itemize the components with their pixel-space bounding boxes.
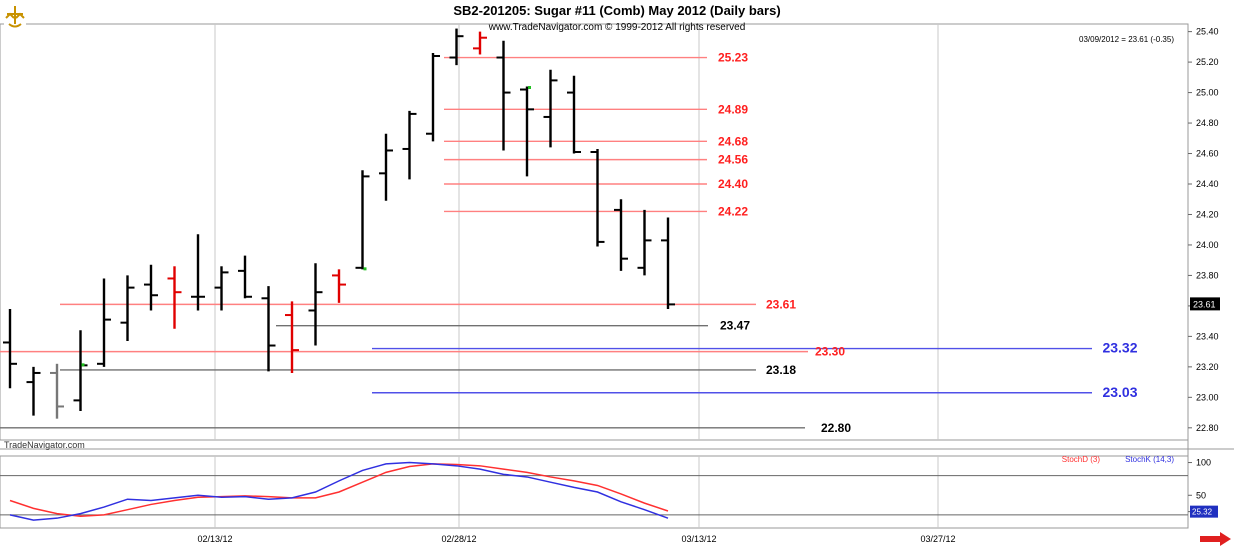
- level-lines: [0, 56, 1092, 429]
- stoch-y-tick-label: 50: [1196, 490, 1206, 500]
- level-label-24-40: 24.40: [718, 177, 748, 191]
- y-tick-label: 25.00: [1196, 88, 1219, 98]
- ohlc-bar: [308, 263, 323, 346]
- y-tick-label: 25.40: [1196, 27, 1219, 37]
- ohlc-bar: [144, 264, 158, 311]
- ohlc-bar: [590, 148, 605, 247]
- level-label-23-47: 23.47: [720, 319, 750, 333]
- level-label-25-23: 25.23: [718, 51, 748, 65]
- level-labels: 25.23 24.89 24.68 24.56 24.40 24.22 23.61 23.47…: [718, 51, 1138, 435]
- signal-marker: [363, 267, 367, 271]
- scroll-right-arrow-icon[interactable]: [1196, 532, 1232, 546]
- x-tick-label: 03/27/12: [920, 534, 955, 544]
- y-tick-label: 24.40: [1196, 179, 1219, 189]
- ohlc-bar: [543, 69, 558, 148]
- tradenavigator-logo-icon[interactable]: [4, 2, 26, 30]
- ohlc-bar: [355, 170, 370, 270]
- ohlc-bar: [50, 363, 64, 419]
- y-tick-label: 23.80: [1196, 270, 1219, 280]
- price-bars: [3, 28, 675, 419]
- ohlc-bar: [637, 209, 652, 276]
- ohlc-bar: [285, 301, 299, 373]
- level-label-24-22: 24.22: [718, 204, 748, 218]
- copyright-text: www.TradeNavigator.com © 1999-2012 All r…: [488, 22, 746, 33]
- last-quote-readout: 03/09/2012 = 23.61 (-0.35): [1079, 35, 1174, 44]
- y-tick-label: 24.60: [1196, 149, 1219, 159]
- ohlc-bar: [520, 86, 534, 177]
- level-label-24-68: 24.68: [718, 134, 748, 148]
- level-label-24-56: 24.56: [718, 153, 748, 167]
- y-tick-label: 23.40: [1196, 331, 1219, 341]
- legend-stochk: StochK (14,3): [1125, 455, 1174, 464]
- ohlc-bar: [426, 52, 440, 142]
- y-tick-label: 25.20: [1196, 57, 1219, 67]
- ohlc-bar: [191, 234, 205, 311]
- ohlc-bar: [261, 286, 276, 372]
- ohlc-bar: [26, 366, 41, 416]
- ohlc-bar: [120, 275, 135, 341]
- ohlc-bar: [3, 308, 17, 389]
- level-label-23-32: 23.32: [1102, 340, 1137, 356]
- chart-frame: [0, 23, 1234, 529]
- ohlc-bar: [214, 266, 229, 311]
- chart-title: SB2-201205: Sugar #11 (Comb) May 2012 (D…: [453, 3, 780, 18]
- ohlc-bar: [473, 31, 487, 55]
- signal-marker: [528, 86, 531, 89]
- price-plot-border: [0, 23, 1189, 441]
- level-label-23-61: 23.61: [766, 297, 796, 311]
- stoch-value-box: [1190, 505, 1218, 518]
- ohlc-bar: [614, 199, 628, 271]
- ohlc-bar: [496, 40, 511, 151]
- price-y-axis: 25.40 25.20 25.00 24.80 24.60 24.40 24.20 24.00…: [1188, 27, 1220, 433]
- ohlc-bar: [97, 278, 111, 367]
- level-label-23-18: 23.18: [766, 363, 796, 377]
- level-label-23-03: 23.03: [1102, 384, 1137, 400]
- x-tick-label: 02/28/12: [441, 534, 476, 544]
- level-label-23-30: 23.30: [815, 345, 845, 359]
- ohlc-bar: [402, 110, 417, 180]
- y-tick-label: 24.20: [1196, 209, 1219, 219]
- level-label-24-89: 24.89: [718, 102, 748, 116]
- stoch-series-k: [9, 461, 669, 521]
- legend-stochd: StochD (3): [1062, 455, 1101, 464]
- x-tick-label: 03/13/12: [681, 534, 716, 544]
- y-tick-label: 24.00: [1196, 240, 1219, 250]
- watermark-text: TradeNavigator.com: [4, 440, 85, 450]
- stoch-value-label: 25.32: [1192, 508, 1213, 517]
- ohlc-bar: [449, 28, 464, 66]
- stoch-y-tick-label: 100: [1196, 458, 1211, 468]
- ohlc-bar: [167, 266, 182, 329]
- ohlc-bar: [238, 255, 252, 299]
- signal-marker: [81, 363, 85, 367]
- ohlc-bar: [332, 269, 346, 303]
- y-tick-label: 22.80: [1196, 423, 1219, 433]
- y-tick-label: 23.00: [1196, 392, 1219, 402]
- current-price-label: 23.61: [1193, 299, 1216, 309]
- y-tick-label: 23.20: [1196, 362, 1219, 372]
- ohlc-bar: [661, 217, 675, 309]
- stochastic-panel: StochD (3)StochK (14,3)100502525.32: [0, 455, 1218, 521]
- ohlc-bar: [567, 75, 581, 154]
- level-label-22-80: 22.80: [821, 421, 851, 435]
- vertical-gridlines: [214, 24, 939, 528]
- current-price-box: [1190, 297, 1220, 311]
- x-tick-label: 02/13/12: [197, 534, 232, 544]
- ohlc-bar: [73, 330, 88, 412]
- date-x-axis: 02/13/12 02/28/12 03/13/12 03/27/12: [197, 534, 955, 544]
- stoch-series-d: [9, 463, 669, 517]
- y-tick-label: 24.80: [1196, 118, 1219, 128]
- ohlc-bar: [379, 133, 393, 201]
